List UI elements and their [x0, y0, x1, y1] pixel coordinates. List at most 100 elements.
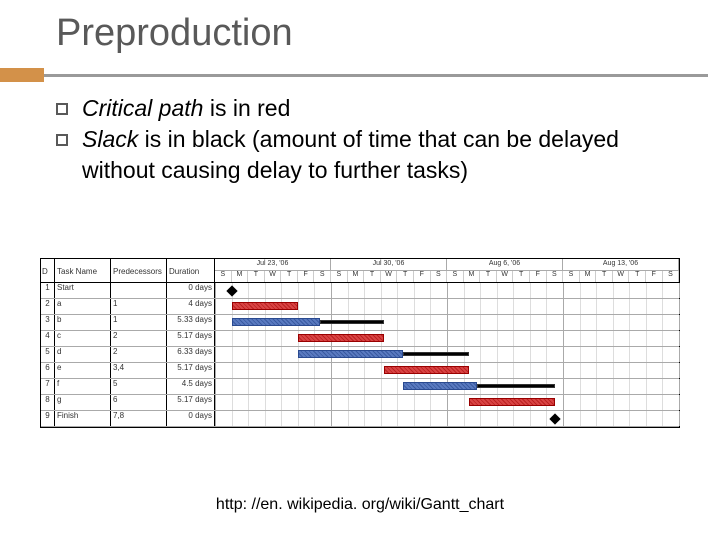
day-label: M [580, 271, 597, 282]
cell-timeline [215, 283, 679, 298]
col-header-task: Task Name [55, 259, 111, 282]
cell-pred: 3,4 [111, 363, 167, 378]
day-label: F [530, 271, 547, 282]
day-label: T [397, 271, 414, 282]
day-label: S [547, 271, 564, 282]
bullet-marker [56, 134, 68, 146]
day-label: T [281, 271, 298, 282]
title-underline [44, 74, 708, 77]
day-label: S [563, 271, 580, 282]
cell-id: 7 [41, 379, 55, 394]
gantt-row: 3b15.33 days [41, 315, 679, 331]
day-label: T [248, 271, 265, 282]
day-label: F [646, 271, 663, 282]
cell-task: g [55, 395, 111, 410]
cell-id: 1 [41, 283, 55, 298]
cell-dur: 5.17 days [167, 363, 215, 378]
cell-timeline [215, 331, 679, 346]
cell-task: c [55, 331, 111, 346]
cell-timeline [215, 347, 679, 362]
gantt-bar-red [384, 366, 470, 374]
day-label: W [381, 271, 398, 282]
gantt-bar-black [403, 352, 469, 356]
cell-dur: 5.17 days [167, 395, 215, 410]
cell-dur: 4 days [167, 299, 215, 314]
bullet-text: is in black (amount of time that can be … [82, 126, 619, 183]
cell-pred: 2 [111, 347, 167, 362]
gantt-row: 8g65.17 days [41, 395, 679, 411]
gantt-row: 1Start0 days [41, 283, 679, 299]
day-label: F [298, 271, 315, 282]
day-label: T [480, 271, 497, 282]
cell-dur: 5.33 days [167, 315, 215, 330]
cell-task: b [55, 315, 111, 330]
gantt-row: 5d26.33 days [41, 347, 679, 363]
week-label: Jul 30, '06 [331, 259, 447, 270]
day-label: W [265, 271, 282, 282]
cell-pred: 2 [111, 331, 167, 346]
day-label: T [364, 271, 381, 282]
gantt-row: 2a14 days [41, 299, 679, 315]
bullet-item: Critical path is in red [56, 93, 680, 124]
day-label: S [215, 271, 232, 282]
cell-dur: 6.33 days [167, 347, 215, 362]
gantt-row: 7f54.5 days [41, 379, 679, 395]
gantt-bar-black [320, 320, 384, 324]
cell-id: 6 [41, 363, 55, 378]
footer-url: http: //en. wikipedia. org/wiki/Gantt_ch… [0, 496, 720, 514]
cell-id: 2 [41, 299, 55, 314]
col-header-id: D [41, 259, 55, 282]
day-label: T [513, 271, 530, 282]
day-label: M [348, 271, 365, 282]
day-label: W [613, 271, 630, 282]
day-label: F [414, 271, 431, 282]
bullet-em: Slack [82, 126, 138, 152]
cell-task: d [55, 347, 111, 362]
cell-task: Finish [55, 411, 111, 426]
gantt-body: 1Start0 days2a14 days3b15.33 days4c25.17… [41, 283, 679, 427]
bullet-em: Critical path [82, 95, 203, 121]
cell-pred: 1 [111, 315, 167, 330]
day-label: S [431, 271, 448, 282]
accent-bar [0, 68, 44, 82]
milestone-icon [549, 413, 560, 424]
cell-pred: 6 [111, 395, 167, 410]
gantt-row: 6e3,45.17 days [41, 363, 679, 379]
cell-id: 5 [41, 347, 55, 362]
gantt-bar-blue [232, 318, 320, 326]
gantt-bar-red [232, 302, 298, 310]
gantt-bar-red [469, 398, 555, 406]
cell-timeline [215, 411, 679, 426]
week-label: Aug 6, '06 [447, 259, 563, 270]
cell-timeline [215, 395, 679, 410]
slide-title: Preproduction [0, 0, 720, 61]
gantt-bar-black [477, 384, 555, 388]
day-label: S [663, 271, 680, 282]
gantt-chart: D Task Name Predecessors Duration Jul 23… [40, 258, 680, 428]
bullet-text: is in red [203, 95, 290, 121]
day-label: S [447, 271, 464, 282]
gantt-row: 4c25.17 days [41, 331, 679, 347]
cell-dur: 0 days [167, 283, 215, 298]
cell-id: 4 [41, 331, 55, 346]
col-header-pred: Predecessors [111, 259, 167, 282]
bullet-marker [56, 103, 68, 115]
gantt-row: 9Finish7,80 days [41, 411, 679, 427]
cell-dur: 4.5 days [167, 379, 215, 394]
day-label: S [314, 271, 331, 282]
cell-pred: 1 [111, 299, 167, 314]
milestone-icon [226, 285, 237, 296]
cell-task: f [55, 379, 111, 394]
cell-timeline [215, 315, 679, 330]
day-label: M [232, 271, 249, 282]
cell-dur: 0 days [167, 411, 215, 426]
gantt-bar-blue [298, 350, 403, 358]
cell-task: e [55, 363, 111, 378]
cell-dur: 5.17 days [167, 331, 215, 346]
timeline-header: Jul 23, '06Jul 30, '06Aug 6, '06Aug 13, … [215, 259, 679, 282]
cell-pred: 7,8 [111, 411, 167, 426]
gantt-header: D Task Name Predecessors Duration Jul 23… [41, 259, 679, 283]
cell-pred: 5 [111, 379, 167, 394]
gantt-bar-red [298, 334, 384, 342]
day-label: M [464, 271, 481, 282]
